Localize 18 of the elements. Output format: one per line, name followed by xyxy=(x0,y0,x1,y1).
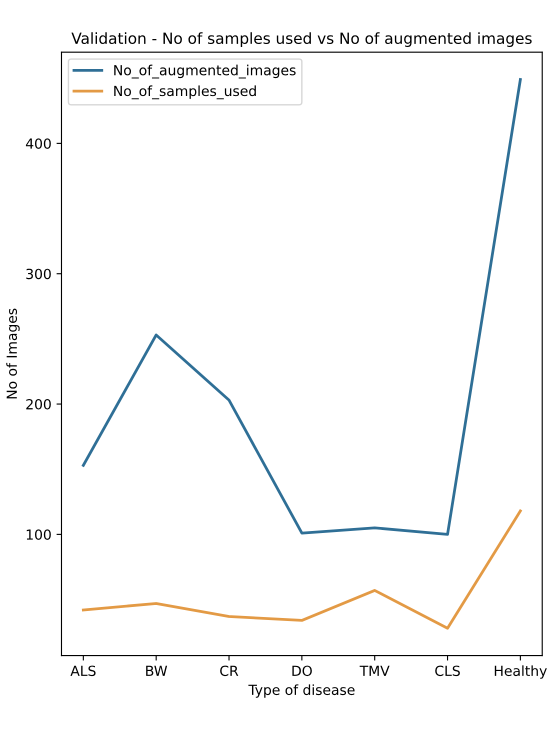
x-tick-label: TMV xyxy=(360,666,390,676)
x-tick-label: DO xyxy=(292,666,312,676)
legend-label: No_of_augmented_images xyxy=(114,64,296,78)
x-tick-label: ALS xyxy=(70,666,96,676)
chart-title: Validation - No of samples used vs No of augmented images xyxy=(71,32,532,47)
y-axis-title: No of Images xyxy=(6,308,20,398)
line-series xyxy=(82,78,522,536)
y-tick-label: 100 xyxy=(26,529,51,540)
line-series xyxy=(82,510,522,630)
x-tick-label: Healthy xyxy=(494,665,547,679)
x-tick-label: CLS xyxy=(435,666,460,676)
x-axis-title: Type of disease xyxy=(248,684,355,698)
x-tick-label: CR xyxy=(220,666,238,676)
y-tick-label: 200 xyxy=(26,399,51,410)
x-tick-label: BW xyxy=(146,666,168,676)
y-tick-label: 400 xyxy=(26,138,51,149)
y-tick-label: 300 xyxy=(26,268,51,280)
legend-label: No_of_samples_used xyxy=(114,85,256,100)
